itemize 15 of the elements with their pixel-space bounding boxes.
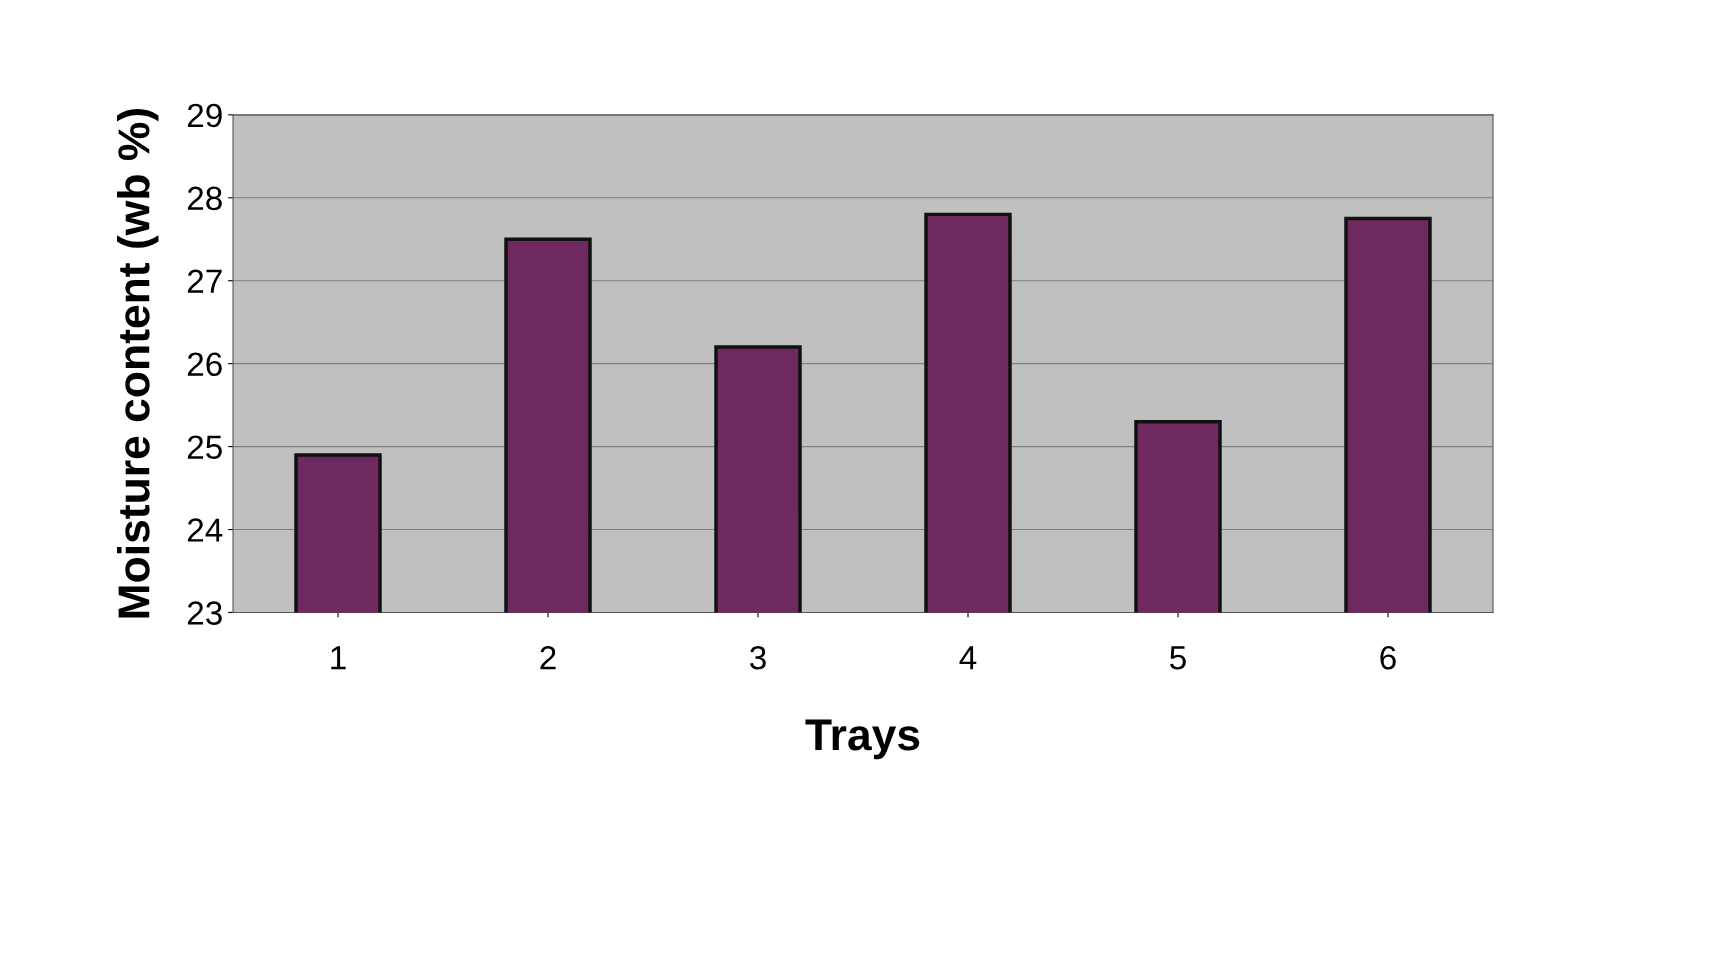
y-axis-title: Moisture content (wb %)	[117, 109, 159, 618]
x-tick-label: 2	[540, 646, 556, 670]
y-tick-label: 24	[187, 518, 223, 542]
y-tick-label: 27	[187, 269, 222, 293]
y-tick-label: 29	[187, 103, 222, 128]
y-tick-label: 25	[187, 435, 222, 460]
x-tick-label: 3	[750, 646, 766, 670]
x-tick-label: 6	[1380, 646, 1396, 670]
x-tick-label: 4	[959, 646, 977, 670]
x-tick-label: 1	[331, 646, 346, 670]
y-tick-label: 28	[187, 186, 222, 211]
x-axis-title: Trays	[805, 719, 920, 760]
x-tick-label: 5	[1170, 646, 1186, 670]
y-tick-label: 26	[187, 352, 222, 377]
y-tick-label: 23	[187, 601, 222, 625]
